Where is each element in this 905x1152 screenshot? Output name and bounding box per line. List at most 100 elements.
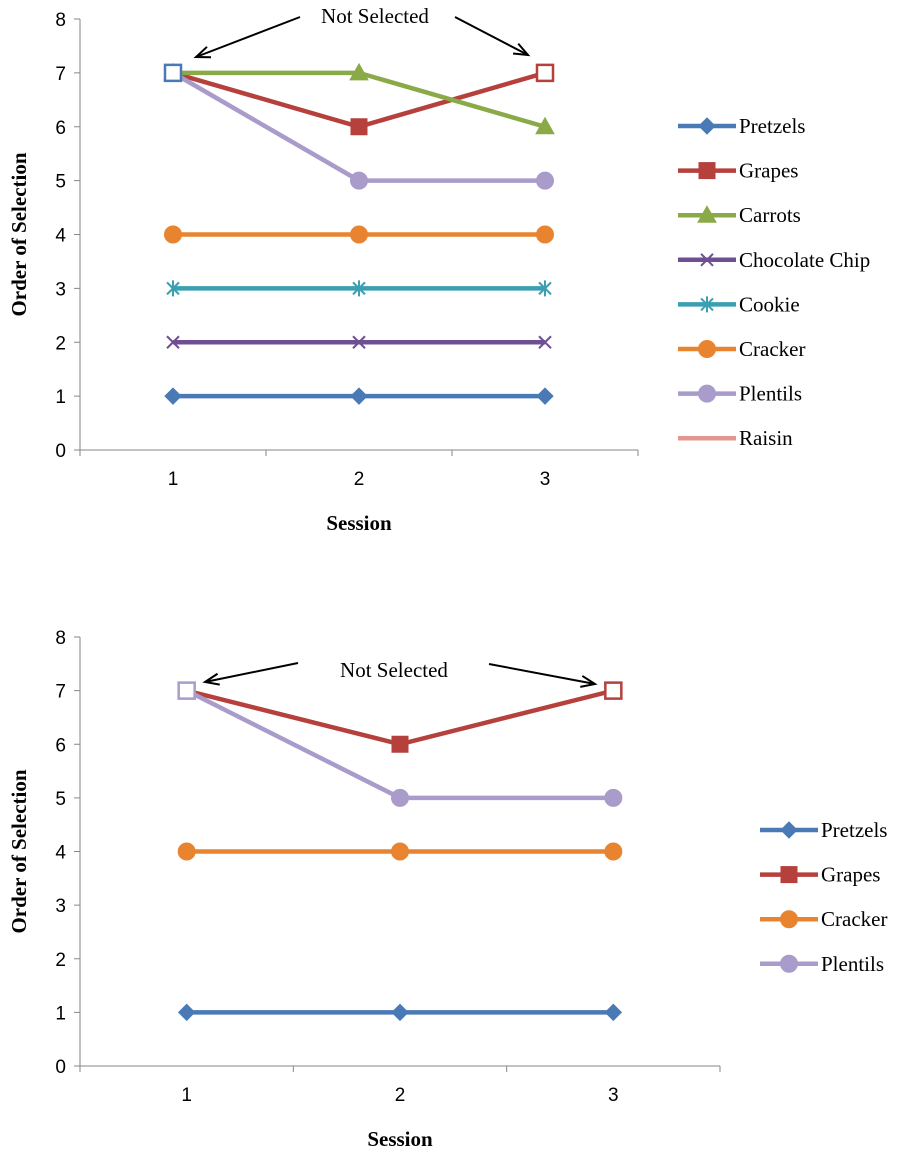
annotation-arrow-right-head	[512, 42, 531, 57]
data-point-cracker	[536, 225, 554, 244]
annotation-arrow-right	[488, 663, 596, 685]
legend-item: Grapes	[678, 159, 798, 183]
annotation-not-selected: Not Selected	[321, 4, 429, 28]
y-tick-label: 4	[55, 843, 66, 864]
legend-swatch-marker	[698, 340, 716, 358]
data-point-carrots	[535, 116, 555, 135]
legend-item: Raisin	[678, 426, 793, 450]
data-point-cookie	[352, 280, 366, 297]
legend-item: Carrots	[678, 203, 801, 227]
legend-label: Chocolate Chip	[739, 248, 870, 272]
data-point-grapes	[350, 118, 368, 136]
x-tick-label: 3	[608, 1085, 619, 1106]
data-point-pretzels	[391, 1003, 409, 1022]
legend-label: Pretzels	[821, 818, 887, 842]
x-axis-title: Session	[367, 1127, 433, 1151]
y-tick-label: 1	[55, 1003, 66, 1024]
annotation-arrow-left	[195, 16, 301, 58]
legend-item: Grapes	[760, 863, 880, 887]
legend-swatch-marker	[698, 117, 716, 135]
data-point-plentils	[391, 788, 409, 807]
legend-label: Plentils	[821, 952, 884, 976]
legend-swatch-marker	[700, 296, 714, 313]
y-tick-label: 7	[55, 682, 66, 703]
legend-label: Cracker	[739, 337, 805, 361]
legend-item: Pretzels	[678, 114, 805, 138]
legend-label: Grapes	[739, 159, 798, 183]
data-point-pretzels	[177, 1003, 196, 1022]
legend-swatch-marker	[780, 866, 798, 884]
series-pretzels	[164, 387, 554, 405]
legend-label: Carrots	[739, 203, 801, 227]
y-tick-label: 6	[55, 735, 66, 756]
legend-label: Grapes	[821, 863, 880, 887]
series-cracker	[177, 842, 623, 861]
y-tick-label: 7	[55, 64, 66, 85]
data-point-cracker	[604, 842, 623, 861]
data-point-pretzels	[350, 387, 368, 405]
y-tick-label: 1	[55, 387, 66, 408]
x-tick-label: 1	[168, 469, 179, 490]
x-tick-label: 2	[354, 469, 365, 490]
annotation-arrow-left	[204, 662, 299, 683]
y-tick-label: 8	[55, 10, 66, 31]
series-cookie	[166, 280, 552, 297]
annotation-arrow-left-head	[202, 672, 220, 686]
legend-swatch-marker	[698, 384, 716, 403]
x-tick-label: 3	[540, 469, 551, 490]
y-tick-label: 5	[55, 789, 66, 810]
data-point-cookie	[166, 280, 180, 297]
series-pretzels	[177, 1003, 623, 1022]
data-point-pretzels	[164, 387, 182, 405]
legend-swatch-marker	[780, 910, 798, 929]
legend-swatch-marker	[700, 253, 714, 267]
series-grapes	[178, 681, 623, 753]
legend-item: Plentils	[678, 382, 802, 406]
series-cracker	[164, 225, 554, 244]
series-chocolate-chip	[166, 335, 552, 349]
not-selected-marker	[177, 681, 196, 700]
y-tick-label: 2	[55, 950, 66, 971]
legend-item: Plentils	[760, 952, 884, 976]
data-point-plentils	[536, 171, 554, 190]
data-point-chocolate-chip	[538, 335, 552, 349]
x-tick-label: 1	[181, 1085, 192, 1106]
data-point-grapes	[604, 681, 623, 700]
not-selected-marker	[163, 63, 183, 83]
chart-top: 0 1 2 3 4 5 6 7 8 1 2 3 Session Order of Selection Not…	[7, 4, 870, 535]
legend-label: Cookie	[739, 292, 800, 316]
data-point-cookie	[538, 280, 552, 297]
legend: Pretzels Grapes Cracker Plentils	[760, 818, 887, 976]
y-tick-label: 5	[55, 172, 66, 193]
y-tick-label: 2	[55, 333, 66, 354]
data-point-pretzels	[604, 1003, 623, 1022]
legend-item: Cracker	[760, 907, 887, 931]
data-point-cracker	[391, 842, 409, 861]
annotation-arrow-right-head	[580, 675, 598, 688]
legend-item: Pretzels	[760, 818, 887, 842]
y-tick-label: 6	[55, 118, 66, 139]
legend-label: Cracker	[821, 907, 887, 931]
legend-swatch-marker	[697, 205, 717, 223]
y-tick-label: 3	[55, 279, 66, 300]
data-point-cracker	[350, 225, 368, 244]
annotation-arrow-right	[454, 16, 529, 56]
x-tick-label: 2	[395, 1085, 406, 1106]
data-point-grapes	[391, 735, 409, 753]
legend-label: Pretzels	[739, 114, 805, 138]
data-point-chocolate-chip	[166, 335, 180, 349]
data-point-grapes	[535, 63, 555, 83]
y-tick-label: 0	[55, 1057, 66, 1078]
chart-bottom: 0 1 2 3 4 5 6 7 8 1 2 3 Session Order of Selection Not…	[7, 628, 887, 1151]
data-point-pretzels	[536, 387, 554, 405]
annotation-arrow-left-head	[193, 46, 212, 59]
legend-item: Cracker	[678, 337, 805, 361]
data-point-chocolate-chip	[352, 335, 366, 349]
legend-swatch-marker	[780, 821, 798, 839]
data-point-cracker	[177, 842, 196, 861]
y-tick-label: 3	[55, 896, 66, 917]
annotation-not-selected: Not Selected	[340, 658, 448, 682]
y-tick-label: 0	[55, 441, 66, 462]
legend: Pretzels Grapes Carrots Chocolate Chip Cooki…	[678, 114, 870, 450]
y-tick-label: 4	[55, 226, 66, 247]
